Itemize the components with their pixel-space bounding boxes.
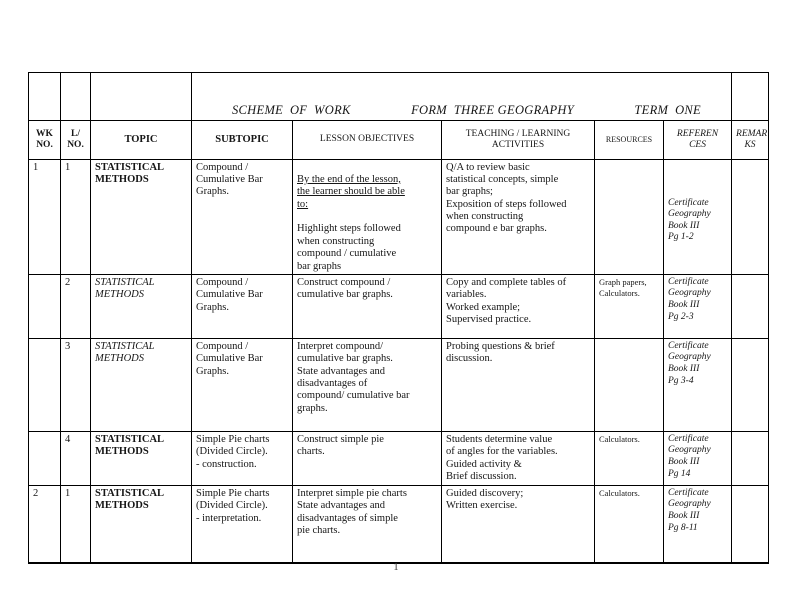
column-header-row: WK NO. L/ NO. TOPIC SUBTOPIC LESSON OBJE… (28, 119, 770, 160)
remarks-cell (731, 337, 770, 432)
resources-cell (594, 337, 664, 432)
activities-cell: Copy and complete tables of variables. W… (441, 273, 595, 339)
objectives-text: Highlight steps followed when constructi… (297, 223, 401, 272)
remarks-cell (731, 430, 770, 486)
topic-cell: STATISTICAL METHODS (90, 430, 192, 486)
activities-cell: Q/A to review basic statistical concepts… (441, 158, 595, 275)
subtopic-cell: Simple Pie charts (Divided Circle). - co… (191, 430, 293, 486)
header-remarks: REMAR KS (731, 119, 770, 160)
header-lesson-no: L/ NO. (60, 119, 91, 160)
resources-cell (594, 158, 664, 275)
title-row: SCHEME OF WORK FORM THREE GEOGRAPHY TERM… (28, 72, 770, 121)
remarks-cell (731, 273, 770, 339)
resources-cell: Calculators. (594, 484, 664, 564)
title-term-one: TERM ONE (634, 102, 701, 117)
table-row: 2 1 STATISTICAL METHODS Simple Pie chart… (28, 484, 770, 564)
subtopic-cell: Compound / Cumulative Bar Graphs. (191, 158, 293, 275)
references-cell: Certificate Geography Book III Pg 14 (662, 430, 733, 486)
references-cell: Certificate Geography Book III Pg 2-3 (662, 273, 733, 339)
topic-cell: STATISTICAL METHODS (90, 273, 192, 339)
wk-cell (28, 337, 61, 432)
wk-cell: 2 (28, 484, 61, 564)
references-cell: Certificate Geography Book III Pg 8-11 (662, 484, 733, 564)
header-resources: RESOURCES (594, 119, 664, 160)
remarks-cell (731, 484, 770, 564)
activities-cell: Probing questions & brief discussion. (441, 337, 595, 432)
document-title: SCHEME OF WORK FORM THREE GEOGRAPHY TERM… (190, 72, 733, 121)
wk-cell (28, 430, 61, 486)
header-topic: TOPIC (90, 119, 192, 160)
page-number: 1 (393, 562, 399, 573)
objectives-intro: By the end of the lesson, the learner sh… (297, 173, 405, 210)
objectives-cell: By the end of the lesson, the learner sh… (292, 158, 442, 275)
objectives-cell: Construct simple pie charts. (292, 430, 442, 486)
lesson-no-cell: 1 (60, 484, 91, 564)
subtopic-cell: Compound / Cumulative Bar Graphs. (191, 273, 293, 339)
empty-cell (60, 72, 91, 121)
header-lesson-objectives: LESSON OBJECTIVES (292, 119, 442, 160)
header-wk-no: WK NO. (28, 119, 61, 160)
topic-cell: STATISTICAL METHODS (90, 484, 192, 564)
scheme-of-work-table: SCHEME OF WORK FORM THREE GEOGRAPHY TERM… (28, 72, 770, 565)
objectives-cell: Interpret simple pie charts State advant… (292, 484, 442, 564)
title-form-three-geography: FORM THREE GEOGRAPHY (411, 102, 574, 117)
wk-cell: 1 (28, 158, 61, 275)
header-references: REFEREN CES (662, 119, 733, 160)
references-cell: Certificate Geography Book III Pg 3-4 (662, 337, 733, 432)
references-cell: Certificate Geography Book III Pg 1-2 (662, 158, 733, 275)
wk-cell (28, 273, 61, 339)
activities-cell: Students determine value of angles for t… (441, 430, 595, 486)
header-teaching-learning-activities: TEACHING / LEARNING ACTIVITIES (441, 119, 595, 160)
topic-cell: STATISTICAL METHODS (90, 158, 192, 275)
objectives-cell: Construct compound / cumulative bar grap… (292, 273, 442, 339)
activities-cell: Guided discovery; Written exercise. (441, 484, 595, 564)
resources-cell: Graph papers, Calculators. (594, 273, 664, 339)
topic-cell: STATISTICAL METHODS (90, 337, 192, 432)
lesson-no-cell: 3 (60, 337, 91, 432)
table-row: 3 STATISTICAL METHODS Compound / Cumulat… (28, 337, 770, 432)
table-row: 4 STATISTICAL METHODS Simple Pie charts … (28, 430, 770, 486)
empty-cell (28, 72, 61, 121)
lesson-no-cell: 1 (60, 158, 91, 275)
header-subtopic: SUBTOPIC (191, 119, 293, 160)
subtopic-cell: Simple Pie charts (Divided Circle). - in… (191, 484, 293, 564)
remarks-cell (731, 158, 770, 275)
empty-cell (90, 72, 192, 121)
objectives-cell: Interpret compound/ cumulative bar graph… (292, 337, 442, 432)
resources-cell: Calculators. (594, 430, 664, 486)
lesson-no-cell: 4 (60, 430, 91, 486)
table-row: 1 1 STATISTICAL METHODS Compound / Cumul… (28, 158, 770, 275)
empty-cell (731, 72, 770, 121)
title-scheme-of-work: SCHEME OF WORK (232, 102, 351, 117)
table-row: 2 STATISTICAL METHODS Compound / Cumulat… (28, 273, 770, 339)
subtopic-cell: Compound / Cumulative Bar Graphs. (191, 337, 293, 432)
lesson-no-cell: 2 (60, 273, 91, 339)
